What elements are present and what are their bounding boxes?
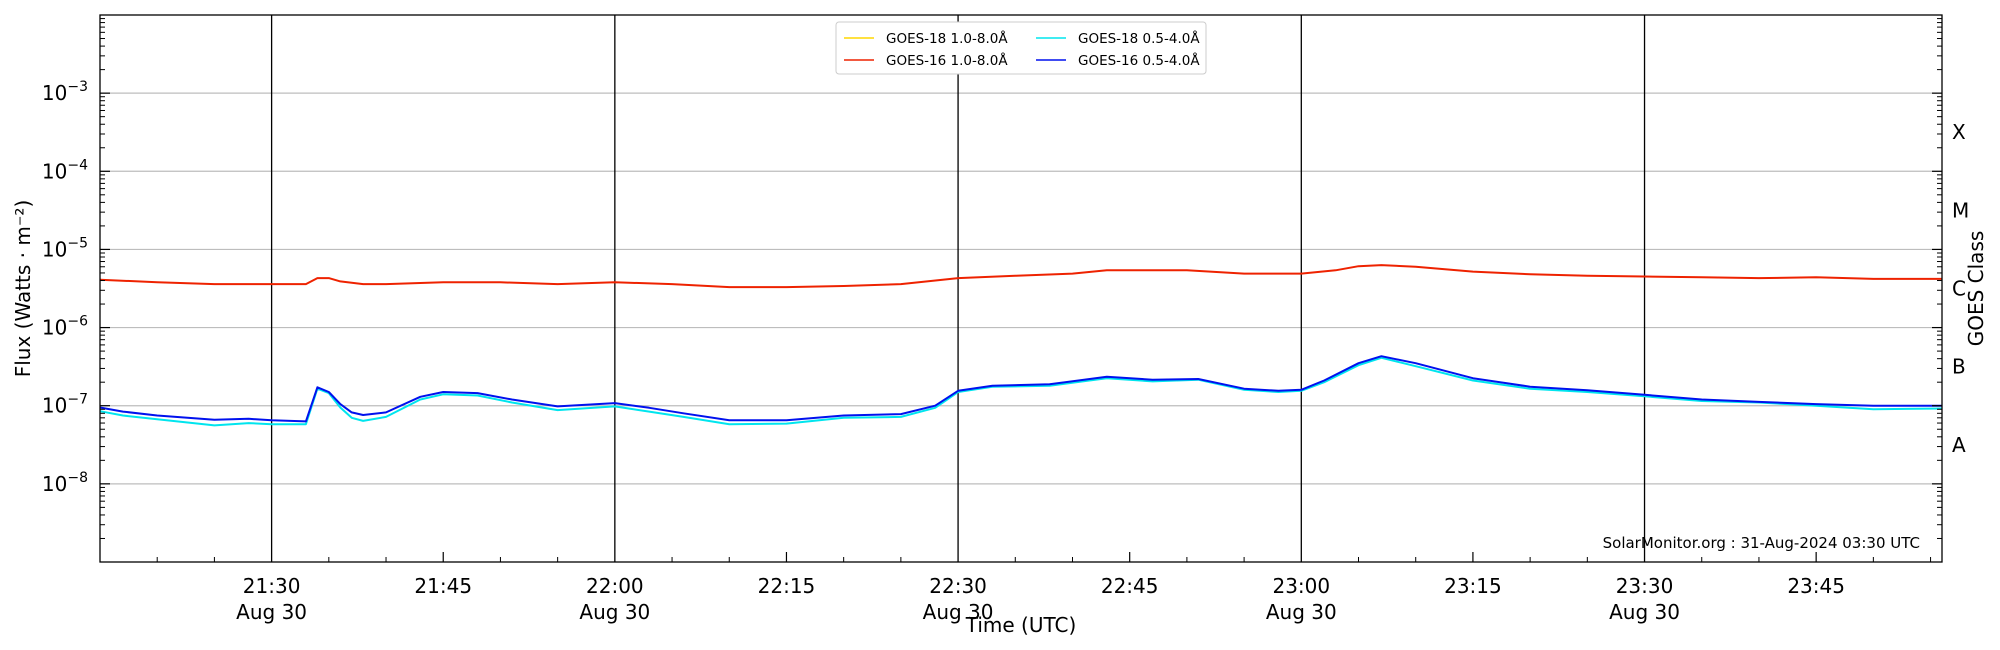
y-tick-label: 10−5 [42, 235, 88, 261]
x-tick-date-label: Aug 30 [236, 600, 307, 624]
y-tick-label: 10−8 [42, 470, 88, 496]
x-tick-label: 21:30 [243, 574, 301, 598]
y-tick-label: 10−6 [42, 314, 88, 340]
x-tick-date-label: Aug 30 [1266, 600, 1337, 624]
x-tick-label: 21:45 [414, 574, 472, 598]
x-tick-label: 22:00 [586, 574, 644, 598]
x-tick-label: 23:30 [1616, 574, 1674, 598]
goes-class-labels: A B C M X [1952, 120, 1969, 457]
goes-class-axis-label: GOES Class [1964, 231, 1988, 347]
y-axis-label: Flux (Watts · m⁻²) [11, 200, 35, 378]
legend-entry-label: GOES-18 0.5-4.0Å [1078, 30, 1200, 47]
x-tick-label: 23:15 [1444, 574, 1502, 598]
goes-class-label: A [1952, 433, 1966, 457]
goes-class-label: C [1952, 277, 1966, 301]
x-tick-label: 22:15 [758, 574, 816, 598]
plot-frame [99, 14, 1943, 563]
x-tick-date-label: Aug 30 [1609, 600, 1680, 624]
x-axis-label: Time (UTC) [965, 613, 1077, 637]
goes-class-label: B [1952, 355, 1966, 379]
x-tick-label: 22:30 [929, 574, 987, 598]
legend-box [835, 21, 1207, 75]
series-lines [99, 264, 1943, 427]
x-tick-label: 23:00 [1272, 574, 1330, 598]
y-tick-label: 10−3 [42, 79, 88, 105]
series-line [99, 356, 1943, 427]
source-watermark: SolarMonitor.org : 31-Aug-2024 03:30 UTC [1603, 534, 1920, 552]
y-tick-label: 10−7 [42, 392, 88, 418]
series-line [99, 264, 1942, 289]
series-line [99, 355, 1942, 423]
legend-entry-label: GOES-16 1.0-8.0Å [886, 52, 1008, 69]
legend-entry-label: GOES-18 1.0-8.0Å [886, 30, 1008, 47]
y-tick-label: 10−4 [42, 157, 88, 183]
goes-class-label: M [1952, 198, 1969, 222]
x-tick-label: 22:45 [1101, 574, 1159, 598]
chart-legend: GOES-18 1.0-8.0Å GOES-18 0.5-4.0Å GOES-16 … [835, 21, 1207, 75]
grid-lines [100, 15, 1942, 562]
x-tick-date-label: Aug 30 [579, 600, 650, 624]
x-tick-date-label: Aug 30 [923, 600, 994, 624]
goes-class-label: X [1952, 120, 1966, 144]
legend-entry-label: GOES-16 0.5-4.0Å [1078, 52, 1200, 69]
x-tick-label: 23:45 [1787, 574, 1845, 598]
